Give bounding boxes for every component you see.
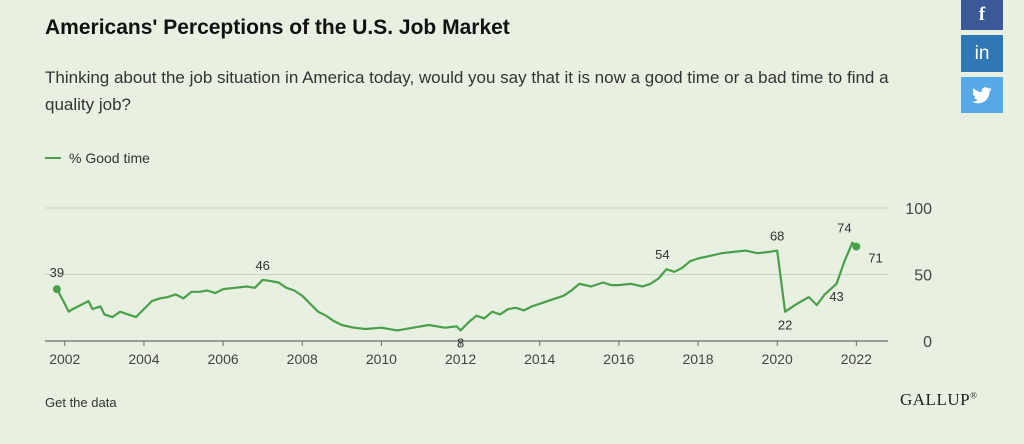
x-tick-label: 2010 [366, 351, 397, 367]
x-tick-label: 2008 [287, 351, 318, 367]
chart-title: Americans' Perceptions of the U.S. Job M… [45, 16, 510, 39]
data-label: 71 [868, 251, 882, 266]
y-tick-label: 50 [914, 268, 932, 285]
y-tick-label: 100 [905, 201, 932, 218]
data-label: 46 [255, 258, 269, 273]
linkedin-icon: in [974, 42, 990, 64]
x-tick-label: 2020 [762, 351, 793, 367]
x-tick-label: 2004 [128, 351, 159, 367]
x-tick-label: 2002 [49, 351, 80, 367]
x-tick-label: 2014 [524, 351, 555, 367]
x-tick-label: 2022 [841, 351, 872, 367]
chart-subtitle: Thinking about the job situation in Amer… [45, 68, 889, 114]
data-label: 8 [457, 335, 464, 350]
end-point [852, 242, 861, 251]
data-label: 68 [770, 229, 784, 244]
logo-text: GALLUP [900, 390, 971, 409]
twitter-share-button[interactable] [961, 77, 1003, 113]
x-tick-label: 2012 [445, 351, 476, 367]
legend-swatch [45, 157, 61, 159]
data-label: 74 [837, 221, 851, 236]
legend-label: % Good time [69, 150, 150, 166]
gallup-logo: GALLUP® [900, 390, 977, 410]
data-label: 39 [50, 265, 64, 280]
y-tick-label: 0 [923, 334, 932, 351]
facebook-share-button[interactable]: f [961, 0, 1003, 30]
linkedin-share-button[interactable]: in [961, 35, 1003, 72]
data-label: 54 [655, 247, 669, 262]
series-line [55, 241, 858, 332]
x-tick-label: 2006 [208, 351, 239, 367]
start-point [52, 285, 61, 294]
twitter-bird-icon [972, 86, 992, 103]
data-label: 43 [829, 289, 843, 304]
get-the-data-link[interactable]: Get the data [45, 395, 117, 410]
registered-mark: ® [970, 390, 978, 401]
facebook-icon: f [978, 4, 986, 25]
x-tick-label: 2018 [682, 351, 713, 367]
x-tick-label: 2016 [603, 351, 634, 367]
data-label: 22 [778, 318, 792, 333]
legend: % Good time [45, 150, 150, 166]
